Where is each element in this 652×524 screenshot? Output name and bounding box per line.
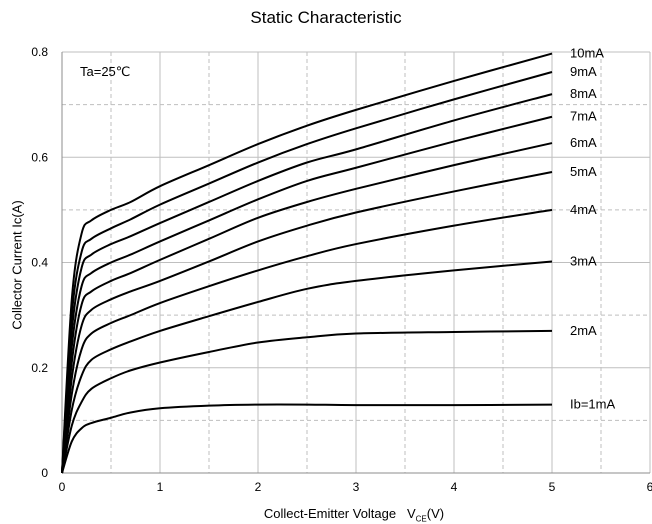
series-label: 9mA [570,64,597,79]
curve-4mA [61,208,553,474]
x-tick-label: 5 [549,480,556,494]
x-tick-label: 3 [353,480,360,494]
x-axis-label-sub: CE [415,514,427,524]
series-label: 5mA [570,164,597,179]
series-label: 8mA [570,86,597,101]
curve-5mA [61,171,553,474]
y-tick-label: 0.6 [31,150,48,164]
x-tick-label: 6 [647,480,652,494]
x-axis-label-symbol: V [406,506,416,521]
curve-3mA [61,260,553,474]
series-label: 4mA [570,202,597,217]
x-tick-label: 2 [255,480,262,494]
x-tick-label: 0 [59,480,66,494]
y-tick-label: 0.8 [31,45,48,59]
temperature-annotation: Ta=25℃ [80,64,131,79]
chart-title: Static Characteristic [250,8,402,27]
series-label: 3mA [570,253,597,268]
curve-7mA [61,115,553,474]
y-tick-label: 0.4 [31,256,48,270]
x-tick-label: 1 [157,480,164,494]
series-label: 2mA [570,323,597,338]
x-axis-label-text: Collect-Emitter Voltage [263,506,397,521]
curve-2mA [61,329,553,474]
curve-8mA [61,93,553,474]
x-axis-label: Collect-Emitter Voltage VCE(V) [264,506,444,524]
x-tick-label: 4 [451,480,458,494]
x-axis-label-unit: (V) [426,506,445,521]
series-label: 7mA [570,109,597,124]
curve-6mA [61,142,553,474]
curve-9mA [61,71,553,474]
curve-Ib=1mA [61,403,553,474]
y-axis-label: Collector Current Ic(A) [9,200,25,330]
series-label: 6mA [570,135,597,150]
curve-10mA [61,52,553,474]
y-tick-label: 0 [41,466,48,480]
series-label: Ib=1mA [570,397,615,412]
y-tick-label: 0.2 [31,361,48,375]
series-label: 10mA [570,46,604,61]
